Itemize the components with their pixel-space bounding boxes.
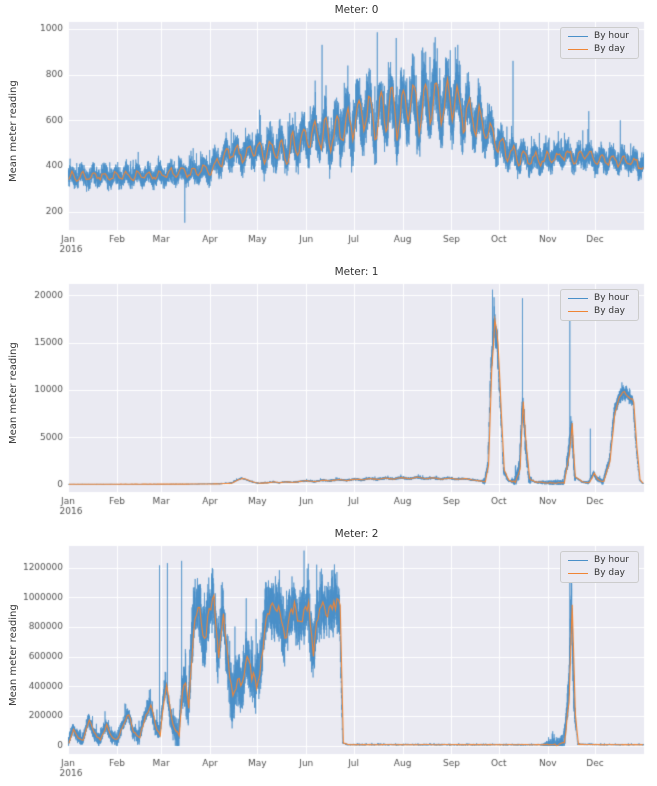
by-hour-line-swatch <box>568 559 589 561</box>
by-day-line-swatch <box>568 48 589 50</box>
legend-item-by-hour: By hour <box>568 293 629 303</box>
chart-meter-1: Meter: 1 Mean meter reading By hour By d… <box>0 262 657 524</box>
plot-canvas-meter-0 <box>0 0 657 262</box>
chart-meter-2: Meter: 2 Mean meter reading By hour By d… <box>0 524 657 786</box>
legend: By hour By day <box>560 27 639 59</box>
y-axis-label: Mean meter reading <box>8 342 19 444</box>
legend-label: By hour <box>594 293 629 303</box>
by-hour-line-swatch <box>568 35 589 37</box>
legend-label: By day <box>594 44 625 54</box>
legend-label: By hour <box>594 31 629 41</box>
legend-label: By hour <box>594 555 629 565</box>
legend-label: By day <box>594 568 625 578</box>
chart-title: Meter: 0 <box>334 4 379 16</box>
y-axis-label: Mean meter reading <box>8 604 19 706</box>
legend-item-by-hour: By hour <box>568 555 629 565</box>
chart-title: Meter: 1 <box>334 266 379 278</box>
legend-item-by-day: By day <box>568 44 629 54</box>
legend: By hour By day <box>560 289 639 321</box>
legend-label: By day <box>594 306 625 316</box>
by-day-line-swatch <box>568 310 589 312</box>
chart-title: Meter: 2 <box>334 528 379 540</box>
by-hour-line-swatch <box>568 297 589 299</box>
plot-canvas-meter-2 <box>0 524 657 786</box>
by-day-line-swatch <box>568 572 589 574</box>
plot-canvas-meter-1 <box>0 262 657 524</box>
legend: By hour By day <box>560 551 639 583</box>
legend-item-by-day: By day <box>568 306 629 316</box>
y-axis-label: Mean meter reading <box>8 80 19 182</box>
legend-item-by-day: By day <box>568 568 629 578</box>
legend-item-by-hour: By hour <box>568 31 629 41</box>
chart-meter-0: Meter: 0 Mean meter reading By hour By d… <box>0 0 657 262</box>
